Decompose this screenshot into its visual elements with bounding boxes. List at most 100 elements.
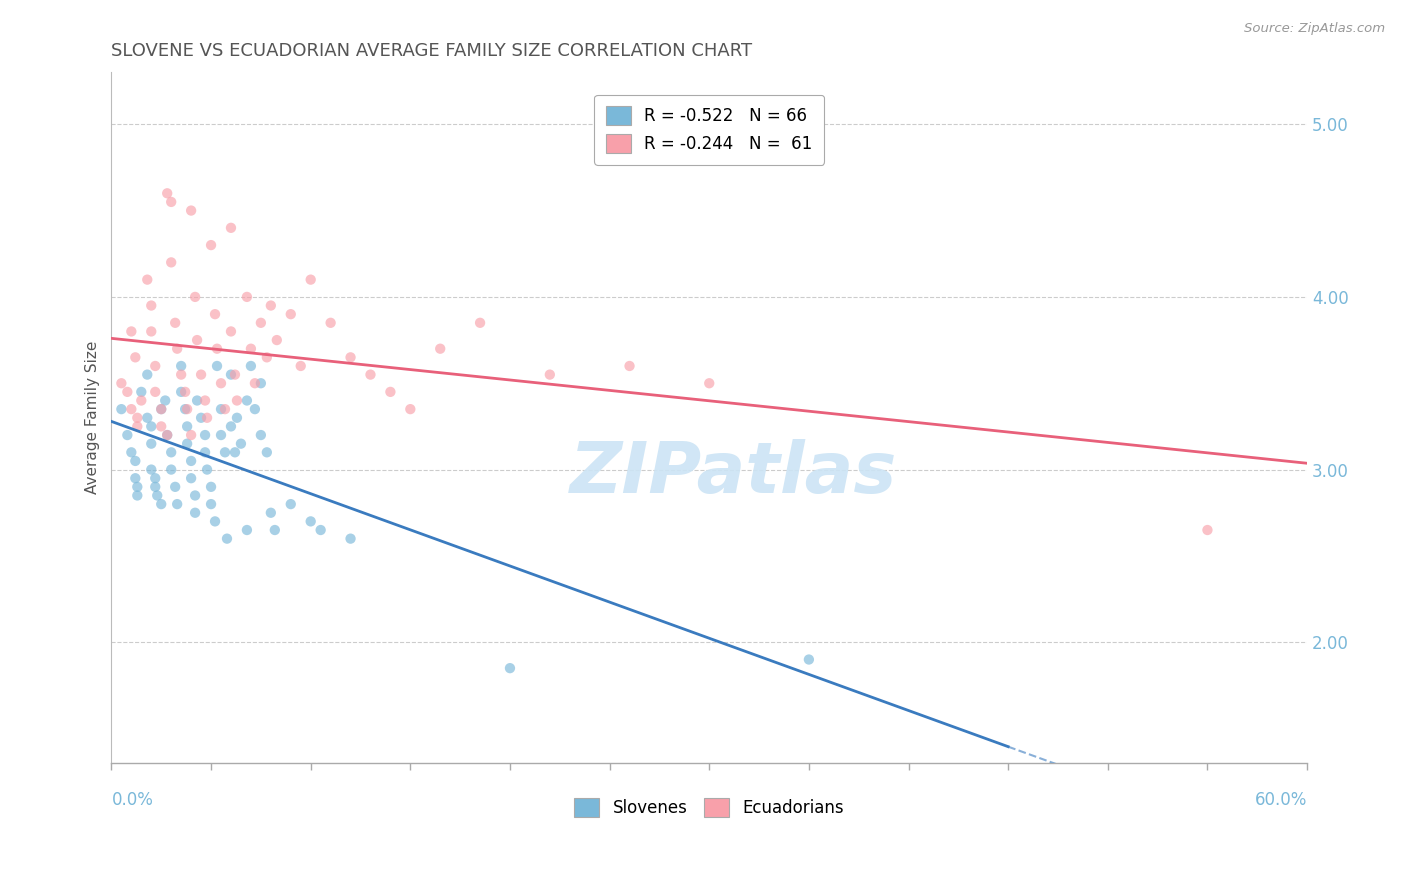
Point <box>194 393 217 408</box>
Point <box>129 393 152 408</box>
Point <box>256 445 278 459</box>
Point <box>205 359 228 373</box>
Point <box>195 462 218 476</box>
Point <box>538 368 561 382</box>
Point <box>136 368 159 382</box>
Point <box>141 419 163 434</box>
Point <box>214 445 236 459</box>
Point <box>256 351 278 365</box>
Point <box>160 462 183 476</box>
Point <box>263 523 285 537</box>
Point <box>219 368 242 382</box>
Point <box>339 532 361 546</box>
Point <box>194 445 217 459</box>
Point <box>250 316 273 330</box>
Point <box>226 393 249 408</box>
Point <box>170 384 193 399</box>
Point <box>124 454 146 468</box>
Point <box>117 428 139 442</box>
Point <box>180 471 202 485</box>
Point <box>229 436 252 450</box>
Point <box>117 384 139 399</box>
Point <box>250 428 273 442</box>
Point <box>380 384 402 399</box>
Point <box>184 488 207 502</box>
Point <box>136 272 159 286</box>
Point <box>143 359 166 373</box>
Point <box>214 402 236 417</box>
Point <box>309 523 332 537</box>
Point <box>110 376 132 391</box>
Point <box>186 333 208 347</box>
Point <box>209 376 232 391</box>
Point <box>190 368 212 382</box>
Point <box>299 515 322 529</box>
Point <box>124 471 146 485</box>
Point <box>124 351 146 365</box>
Point <box>219 325 242 339</box>
Point <box>156 186 179 201</box>
Point <box>280 497 302 511</box>
Point <box>200 238 222 252</box>
Point <box>150 497 173 511</box>
Point <box>499 661 522 675</box>
Point <box>236 290 259 304</box>
Point <box>143 471 166 485</box>
Point <box>176 419 198 434</box>
Legend: Slovenes, Ecuadorians: Slovenes, Ecuadorians <box>568 791 851 824</box>
Point <box>150 402 173 417</box>
Point <box>136 410 159 425</box>
Point <box>141 462 163 476</box>
Text: SLOVENE VS ECUADORIAN AVERAGE FAMILY SIZE CORRELATION CHART: SLOVENE VS ECUADORIAN AVERAGE FAMILY SIZ… <box>111 42 752 60</box>
Point <box>180 203 202 218</box>
Point <box>619 359 641 373</box>
Point <box>319 316 342 330</box>
Point <box>697 376 720 391</box>
Point <box>176 402 198 417</box>
Point <box>339 351 361 365</box>
Point <box>195 410 218 425</box>
Point <box>260 299 283 313</box>
Point <box>250 376 273 391</box>
Point <box>184 506 207 520</box>
Point <box>224 445 246 459</box>
Point <box>174 384 197 399</box>
Point <box>165 480 187 494</box>
Point <box>120 402 142 417</box>
Point <box>174 402 197 417</box>
Point <box>141 325 163 339</box>
Point <box>243 402 266 417</box>
Point <box>143 384 166 399</box>
Point <box>155 393 177 408</box>
Point <box>176 436 198 450</box>
Point <box>224 368 246 382</box>
Point <box>170 368 193 382</box>
Point <box>219 220 242 235</box>
Point <box>143 480 166 494</box>
Point <box>160 255 183 269</box>
Point <box>120 445 142 459</box>
Text: ZIPatlas: ZIPatlas <box>569 439 897 508</box>
Point <box>236 523 259 537</box>
Point <box>120 325 142 339</box>
Point <box>127 419 149 434</box>
Point <box>180 454 202 468</box>
Point <box>1197 523 1219 537</box>
Text: Source: ZipAtlas.com: Source: ZipAtlas.com <box>1244 22 1385 36</box>
Point <box>215 532 238 546</box>
Point <box>209 402 232 417</box>
Point <box>141 299 163 313</box>
Point <box>429 342 451 356</box>
Point <box>184 290 207 304</box>
Point <box>180 428 202 442</box>
Point <box>239 359 262 373</box>
Point <box>280 307 302 321</box>
Point <box>141 436 163 450</box>
Point <box>359 368 381 382</box>
Point <box>150 402 173 417</box>
Point <box>127 488 149 502</box>
Point <box>110 402 132 417</box>
Point <box>127 480 149 494</box>
Point <box>243 376 266 391</box>
Point <box>166 497 188 511</box>
